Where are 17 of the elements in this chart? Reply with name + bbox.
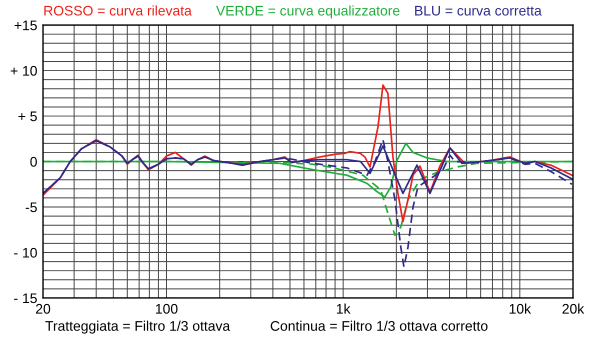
x-tick-label: 10k: [510, 304, 532, 314]
y-tick-label: -5: [26, 202, 37, 212]
y-tick-label: - 10: [14, 248, 37, 258]
y-tick-label: - 15: [14, 293, 37, 304]
x-tick-label: 100: [156, 304, 178, 314]
y-tick-label: 0: [30, 156, 37, 167]
text: BLU = curva corretta: [415, 6, 542, 16]
text: Continua = Filtro 1/3 ottava corretto: [270, 320, 488, 331]
y-tick-label: +15: [14, 20, 37, 30]
x-tick-label: 1k: [336, 304, 351, 314]
text: ROSSO = curva rilevata: [44, 5, 192, 16]
x-tick-label: 20k: [562, 304, 584, 314]
x-tick-label: 20: [36, 304, 50, 314]
y-tick-label: + 5: [18, 112, 37, 122]
text: Tratteggiata = Filtro 1/3 ottava: [45, 320, 230, 334]
text: VERDE = curva equalizzatore: [216, 5, 400, 18]
y-tick-label: + 10: [10, 66, 37, 76]
